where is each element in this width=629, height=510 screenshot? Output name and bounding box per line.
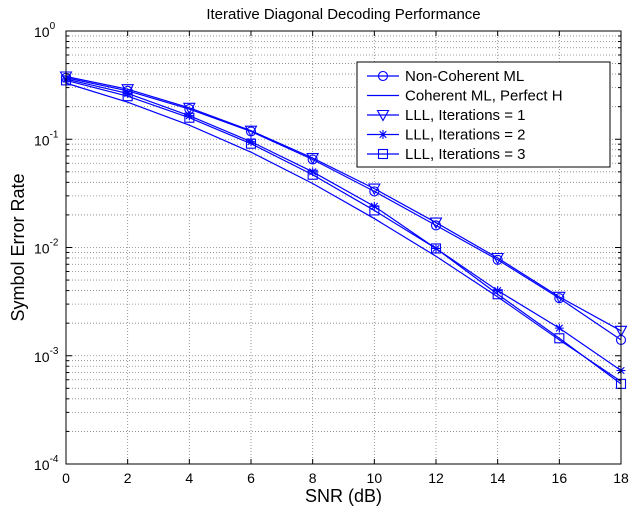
y-tick-label: 10-3 xyxy=(34,346,59,365)
y-tick-label: 10-4 xyxy=(34,454,59,473)
x-axis-label: SNR (dB) xyxy=(305,486,382,506)
data-point xyxy=(367,183,381,196)
series-line xyxy=(65,78,622,372)
x-tick-label: 4 xyxy=(185,470,193,486)
legend-swatch-marker xyxy=(376,109,390,122)
x-tick-label: 6 xyxy=(247,470,255,486)
legend-item: LLL, Iterations = 2 xyxy=(367,127,526,144)
legend-box xyxy=(356,61,611,168)
legend-item: Non-Coherent ML xyxy=(367,68,524,85)
data-point xyxy=(307,169,318,180)
data-point xyxy=(491,252,505,265)
x-tick-label: 16 xyxy=(552,470,568,486)
data-point xyxy=(184,111,194,121)
x-tick-label: 2 xyxy=(124,470,132,486)
data-point xyxy=(306,153,320,165)
data-point xyxy=(121,84,135,96)
x-tick-label: 8 xyxy=(309,470,317,486)
data-point xyxy=(493,286,503,296)
legend-item: LLL, Iterations = 1 xyxy=(367,107,526,124)
series-line xyxy=(65,77,622,341)
data-point xyxy=(122,91,133,102)
axis-ticks: 0 2 4 6 8 10 12 14 16 18 100 10-1 10-2 10-3 10-4 xyxy=(34,21,629,486)
data-point xyxy=(244,125,258,138)
legend-label: LLL, Iterations = 2 xyxy=(405,127,526,144)
grid xyxy=(66,31,621,464)
data-point xyxy=(246,137,256,147)
legend: Non-Coherent ML Coherent ML, Perfect H LLL… xyxy=(356,61,611,168)
legend-item: LLL, Iterations = 3 xyxy=(367,146,526,163)
series-3 xyxy=(59,71,628,338)
legend-item: Coherent ML, Perfect H xyxy=(367,88,563,105)
legend-label: Non-Coherent ML xyxy=(405,68,524,85)
legend-label: LLL, Iterations = 1 xyxy=(405,107,526,124)
y-tick-label: 10-1 xyxy=(34,129,59,148)
data-point xyxy=(552,291,566,304)
series-layer xyxy=(59,71,628,389)
data-point xyxy=(554,323,564,333)
data-point xyxy=(308,167,318,177)
chart-title: Iterative Diagonal Decoding Performance xyxy=(206,6,480,23)
data-point xyxy=(182,102,196,115)
series-line xyxy=(65,75,622,332)
series-2 xyxy=(65,82,622,382)
series-line xyxy=(65,79,622,385)
series-line xyxy=(65,82,622,382)
data-point xyxy=(369,205,380,216)
data-point xyxy=(492,289,503,300)
x-tick-label: 18 xyxy=(613,470,629,486)
data-point xyxy=(429,217,443,230)
data-point xyxy=(554,333,565,344)
data-point xyxy=(245,138,257,149)
x-tick-label: 10 xyxy=(367,470,383,486)
y-tick-label: 10-2 xyxy=(34,238,59,257)
legend-label: LLL, Iterations = 3 xyxy=(405,146,526,163)
x-tick-label: 12 xyxy=(428,470,444,486)
data-point xyxy=(123,88,133,98)
legend-swatch-marker xyxy=(377,70,389,82)
x-tick-label: 0 xyxy=(62,470,70,486)
x-tick-label: 14 xyxy=(490,470,506,486)
data-point xyxy=(184,112,195,123)
legend-label: Coherent ML, Perfect H xyxy=(405,88,563,105)
legend-swatch-marker xyxy=(377,148,389,160)
data-point xyxy=(430,243,442,254)
series-5 xyxy=(60,75,627,389)
y-axis-label: Symbol Error Rate xyxy=(8,173,28,321)
y-tick-label: 100 xyxy=(34,21,56,40)
legend-swatch-marker xyxy=(378,130,388,139)
